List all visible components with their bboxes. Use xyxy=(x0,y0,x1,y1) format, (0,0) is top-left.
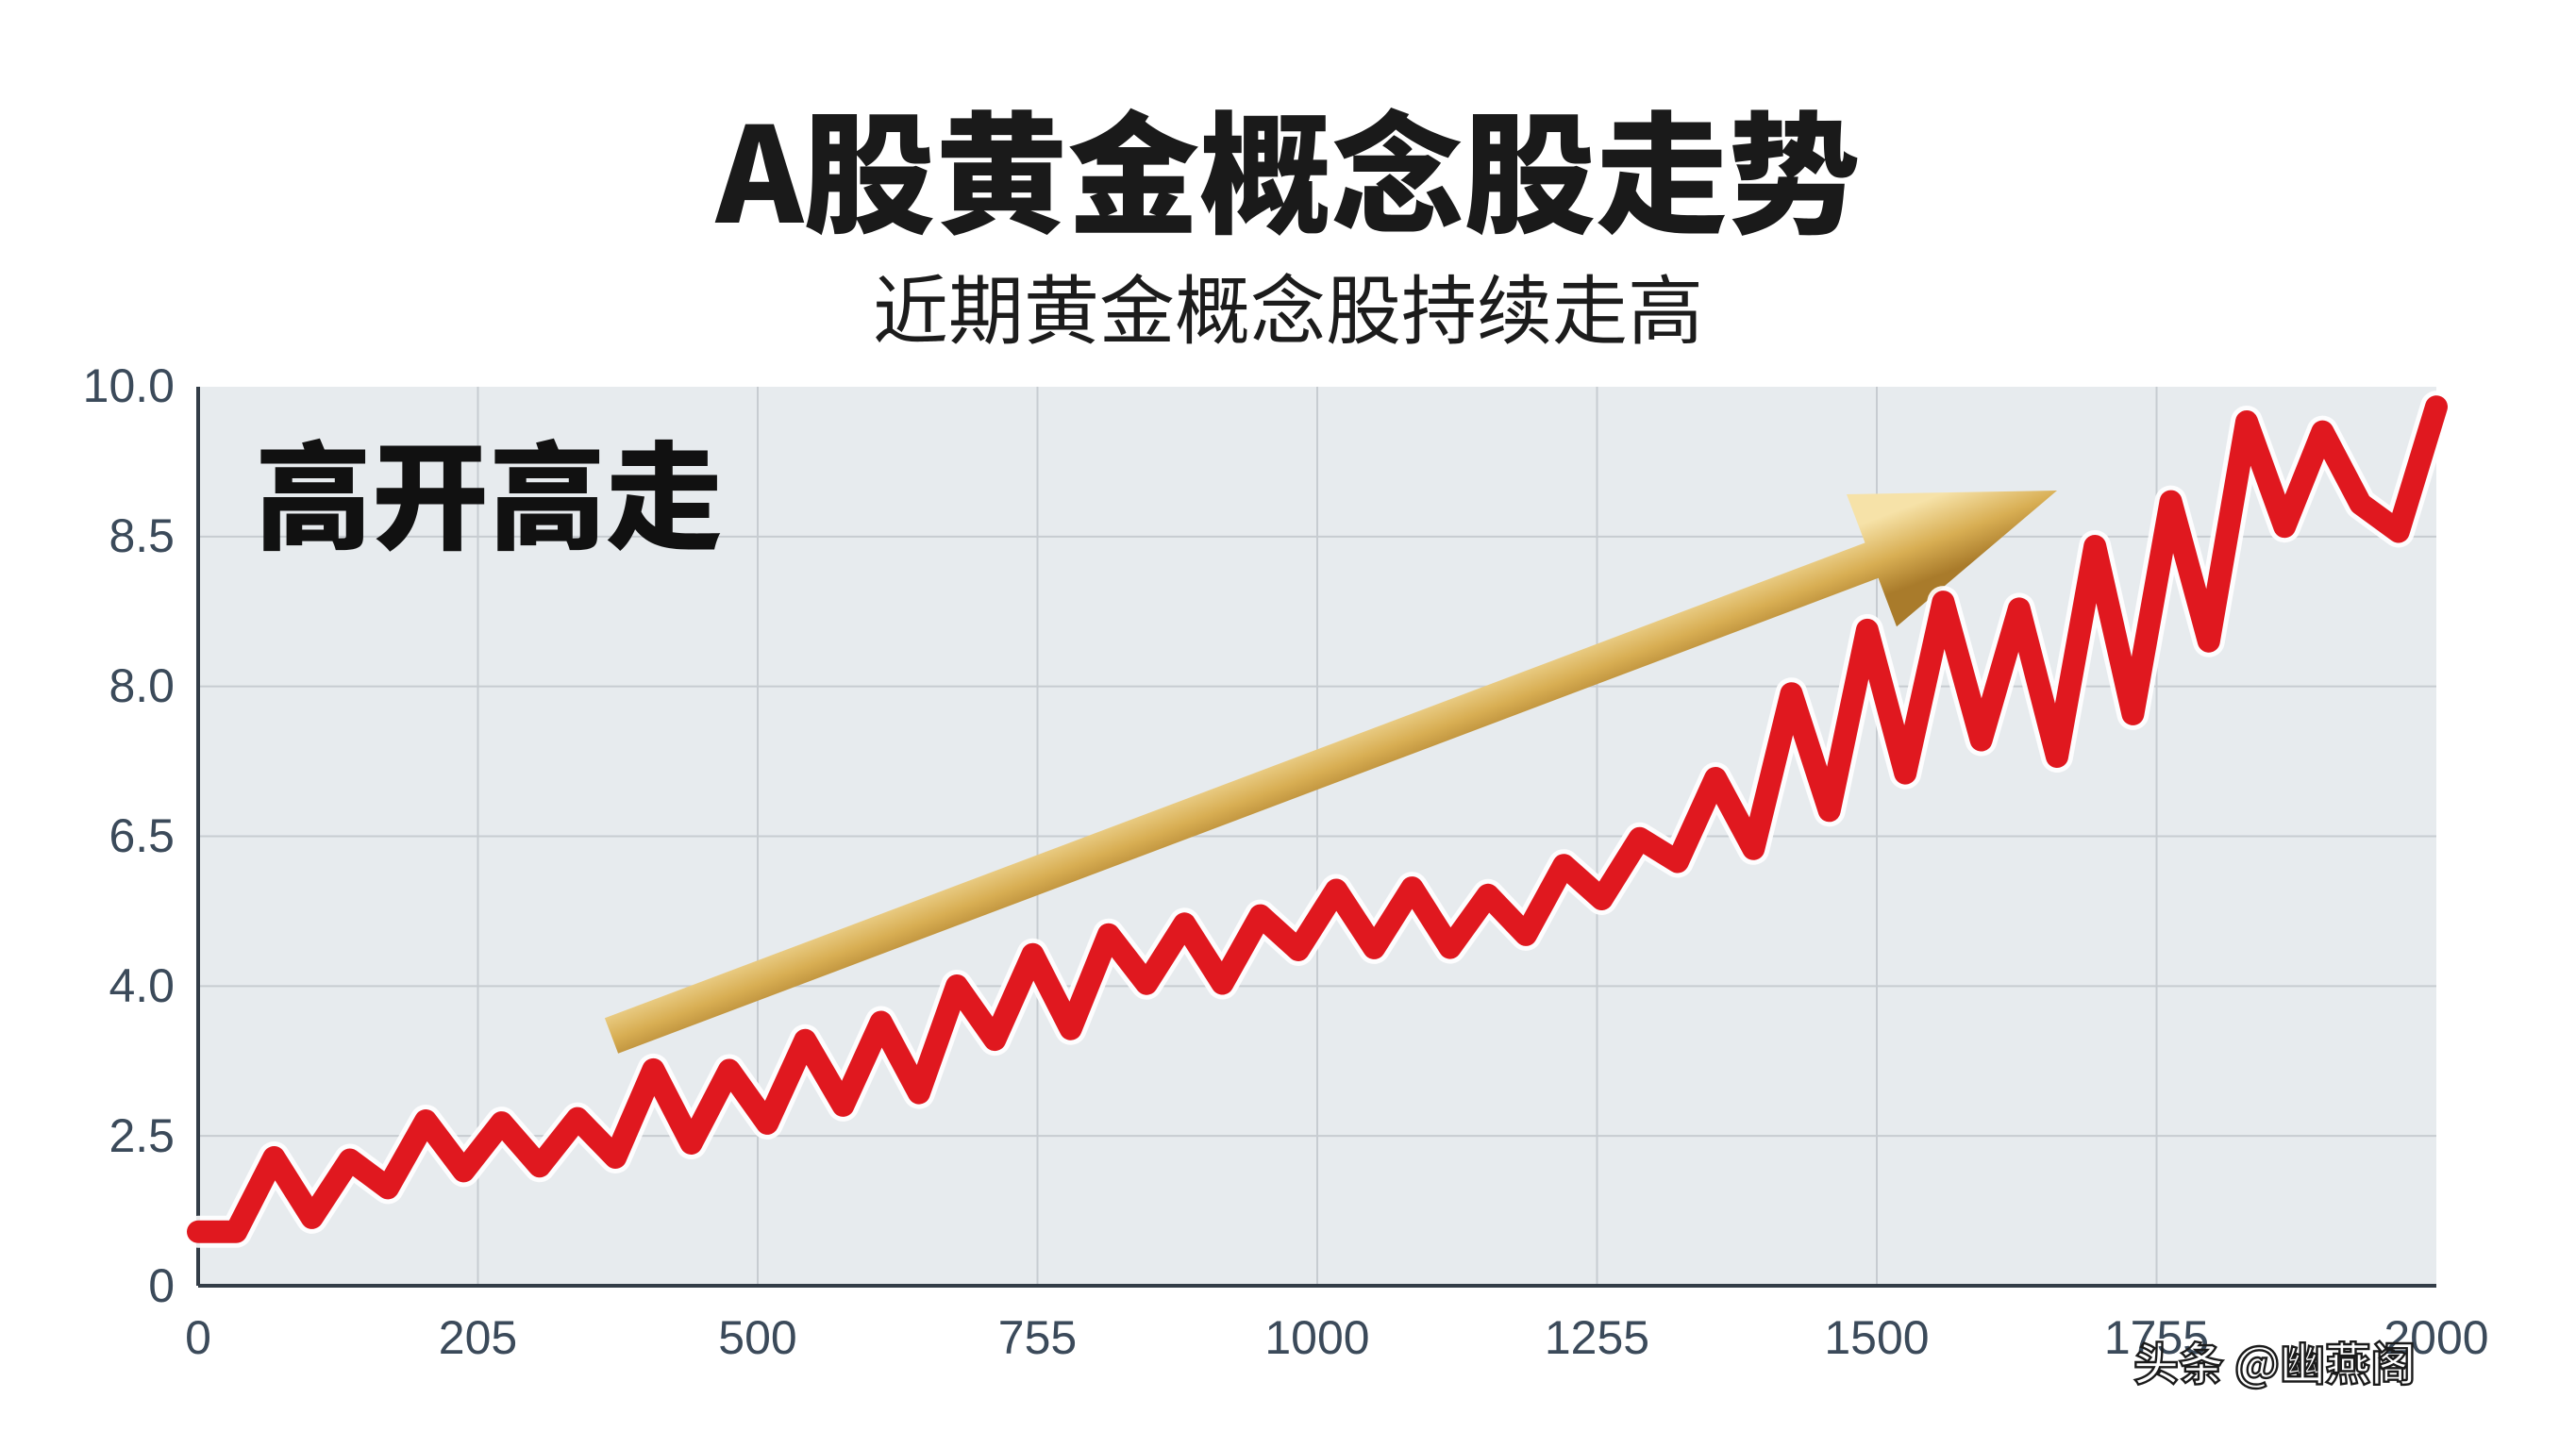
svg-text:4.0: 4.0 xyxy=(109,959,175,1012)
svg-text:1000: 1000 xyxy=(1264,1311,1369,1364)
svg-text:205: 205 xyxy=(439,1311,517,1364)
svg-text:1500: 1500 xyxy=(1824,1311,1929,1364)
svg-text:0: 0 xyxy=(185,1311,211,1364)
svg-text:0: 0 xyxy=(148,1259,175,1312)
svg-text:10.0: 10.0 xyxy=(83,359,175,412)
svg-text:8.5: 8.5 xyxy=(109,509,175,562)
svg-text:高开高走: 高开高走 xyxy=(255,404,723,574)
svg-text:头条 @幽燕阁: 头条 @幽燕阁 xyxy=(2133,1327,2416,1393)
svg-text:6.5: 6.5 xyxy=(109,809,175,862)
svg-text:1255: 1255 xyxy=(1545,1311,1649,1364)
svg-text:8.0: 8.0 xyxy=(109,659,175,712)
svg-text:500: 500 xyxy=(718,1311,796,1364)
svg-text:2.5: 2.5 xyxy=(109,1109,175,1162)
svg-text:755: 755 xyxy=(998,1311,1077,1364)
